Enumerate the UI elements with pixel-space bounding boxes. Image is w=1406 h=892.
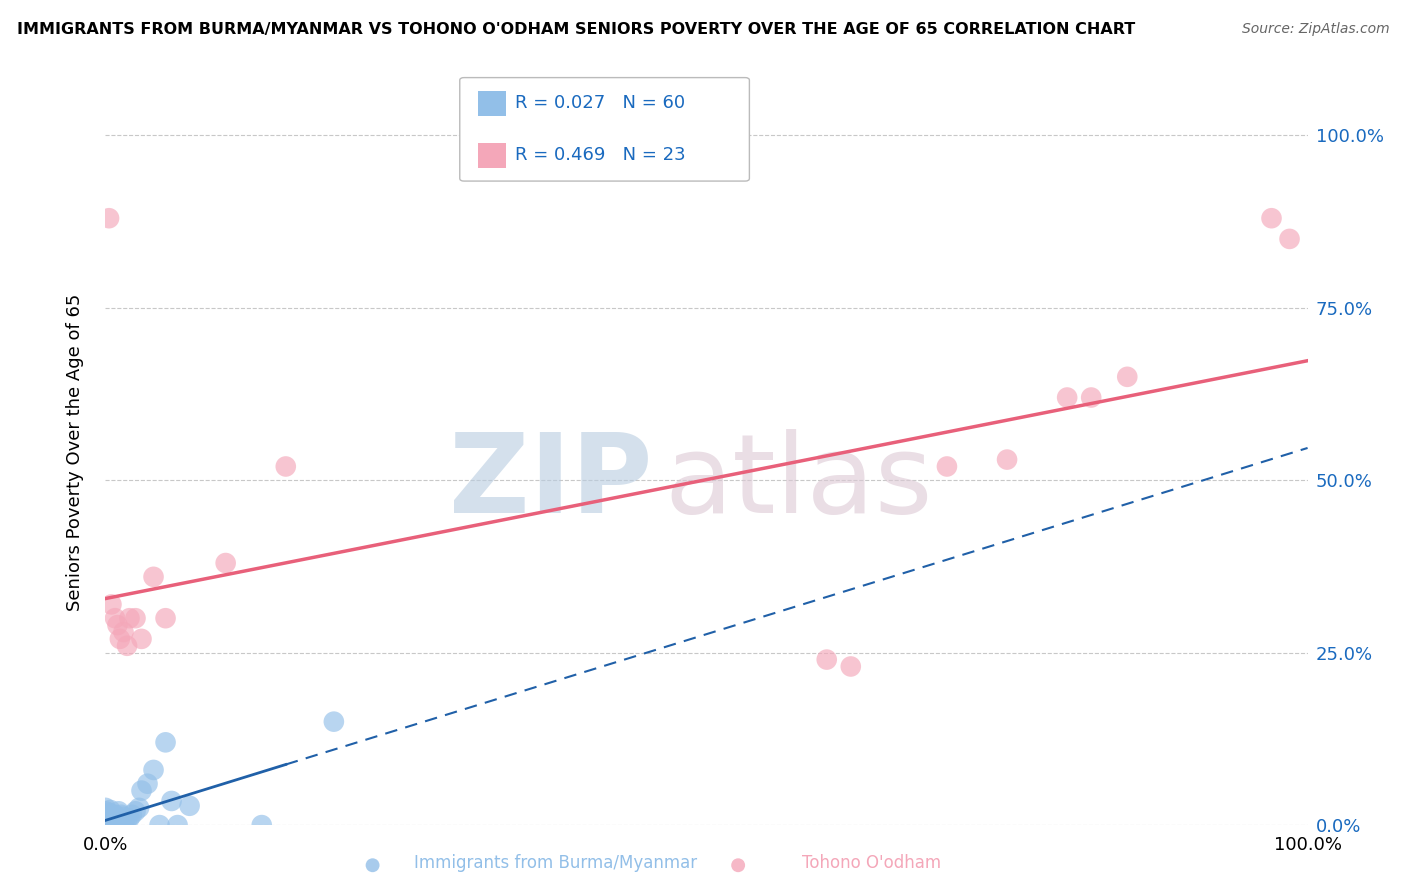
Point: [936, 459, 959, 474]
Point: [1278, 232, 1301, 246]
Point: [104, 814, 127, 829]
Point: [108, 632, 131, 646]
Point: [112, 810, 135, 824]
Point: [97, 814, 120, 829]
Point: [250, 818, 273, 832]
Point: [839, 659, 862, 673]
Point: [166, 818, 188, 832]
Point: [128, 801, 150, 815]
Point: [94, 818, 117, 832]
Point: [995, 452, 1018, 467]
Point: [97, 807, 120, 822]
Point: [101, 811, 124, 825]
Point: [274, 459, 297, 474]
Point: [1056, 391, 1078, 405]
Point: [107, 818, 129, 832]
Text: ZIP: ZIP: [449, 429, 652, 536]
Point: [148, 818, 170, 832]
Point: [115, 639, 138, 653]
Point: [100, 814, 122, 829]
Point: [94, 818, 117, 832]
Point: [104, 611, 127, 625]
Point: [1260, 211, 1282, 226]
Point: [94, 816, 117, 830]
Point: [112, 625, 135, 640]
Point: [1080, 391, 1102, 405]
Point: [815, 652, 838, 666]
Point: [118, 611, 141, 625]
Point: [94, 810, 117, 824]
Point: [98, 805, 121, 820]
Text: atlas: atlas: [665, 429, 934, 536]
Point: [115, 813, 138, 827]
Point: [361, 858, 384, 872]
Point: [94, 815, 117, 830]
Point: [131, 783, 153, 797]
Point: [94, 818, 117, 832]
Point: [94, 814, 117, 828]
Point: [94, 814, 117, 829]
Point: [155, 611, 177, 625]
Point: [98, 810, 121, 824]
Point: [103, 813, 125, 827]
Point: [94, 814, 117, 828]
Point: [101, 816, 124, 830]
Point: [98, 211, 121, 226]
Point: [124, 805, 146, 819]
Point: [124, 611, 146, 625]
Point: [100, 807, 122, 822]
Point: [136, 777, 159, 791]
Point: [94, 814, 117, 829]
Text: Immigrants from Burma/Myanmar: Immigrants from Burma/Myanmar: [413, 855, 697, 872]
Point: [179, 798, 201, 813]
Text: Source: ZipAtlas.com: Source: ZipAtlas.com: [1241, 22, 1389, 37]
Text: R = 0.027   N = 60: R = 0.027 N = 60: [515, 95, 685, 112]
Point: [98, 816, 121, 830]
Point: [108, 814, 131, 829]
Point: [94, 818, 117, 832]
Point: [107, 618, 129, 632]
Point: [107, 805, 129, 819]
Text: R = 0.469   N = 23: R = 0.469 N = 23: [515, 146, 685, 164]
Point: [94, 807, 117, 822]
Point: [114, 814, 136, 829]
Point: [94, 818, 117, 832]
Point: [104, 807, 127, 822]
Point: [131, 632, 153, 646]
Text: IMMIGRANTS FROM BURMA/MYANMAR VS TOHONO O'ODHAM SENIORS POVERTY OVER THE AGE OF : IMMIGRANTS FROM BURMA/MYANMAR VS TOHONO …: [17, 22, 1135, 37]
Point: [155, 735, 177, 749]
Point: [105, 816, 128, 830]
Point: [100, 598, 122, 612]
Point: [98, 803, 121, 817]
Point: [121, 807, 143, 822]
Point: [142, 763, 165, 777]
Y-axis label: Seniors Poverty Over the Age of 65: Seniors Poverty Over the Age of 65: [66, 294, 84, 611]
Point: [727, 858, 749, 872]
Text: Tohono O'odham: Tohono O'odham: [803, 855, 941, 872]
Point: [98, 816, 121, 830]
Point: [118, 811, 141, 825]
Point: [94, 801, 117, 815]
Point: [142, 570, 165, 584]
Point: [110, 807, 132, 822]
Point: [94, 811, 117, 825]
Point: [214, 556, 236, 570]
Point: [94, 818, 117, 832]
Point: [112, 816, 135, 830]
Point: [94, 809, 117, 823]
Point: [322, 714, 344, 729]
Point: [103, 816, 125, 830]
Point: [107, 811, 129, 825]
Point: [94, 805, 117, 819]
Point: [1116, 369, 1139, 384]
Point: [94, 813, 117, 827]
Point: [98, 813, 121, 827]
Point: [94, 816, 117, 830]
Point: [160, 794, 183, 808]
